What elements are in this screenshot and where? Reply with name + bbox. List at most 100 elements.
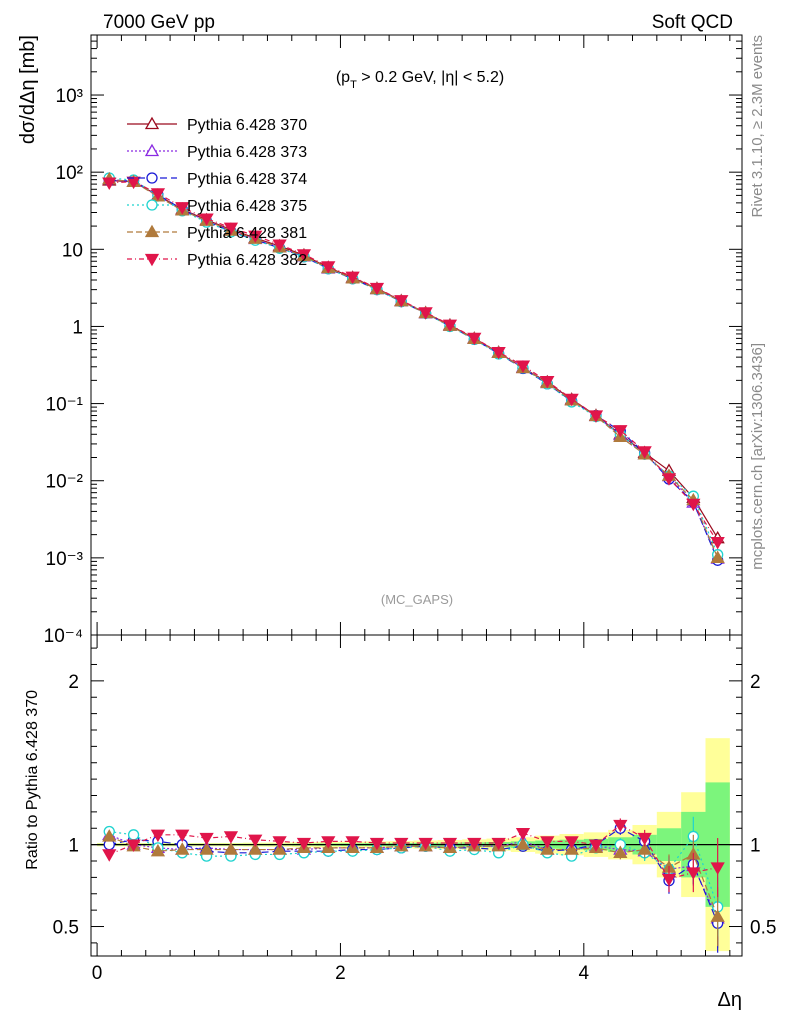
ratio-y-tick-label-right: 1 bbox=[750, 836, 761, 857]
data-point-382 bbox=[296, 249, 312, 262]
y-tick-label: 10³ bbox=[56, 86, 83, 107]
data-point-382 bbox=[588, 410, 604, 423]
main-y-label: dσ/dΔη [mb] bbox=[17, 35, 39, 144]
ratio-point-382 bbox=[150, 829, 166, 843]
legend-label-375: Pythia 6.428 375 bbox=[187, 198, 307, 215]
y-tick-label: 1 bbox=[72, 317, 83, 338]
legend-marker-382 bbox=[144, 253, 160, 267]
ratio-ticks: 0.5 0.5 1 1 2 2 0 2 4 bbox=[53, 635, 776, 984]
data-point-382 bbox=[613, 425, 628, 438]
main-panel: 10⁻⁴ 10⁻³ 10⁻² 10⁻¹ 1 10 10² 10³ (pT > 0.2 GeV,… bbox=[17, 34, 743, 647]
data-point-382 bbox=[345, 271, 360, 285]
x-tick-label: 0 bbox=[92, 963, 103, 984]
ratio-series bbox=[102, 816, 725, 953]
ratio-point-375 bbox=[127, 829, 140, 841]
data-point-382 bbox=[442, 319, 458, 333]
ratio-point-382 bbox=[540, 836, 555, 849]
ratio-y-tick-label: 1 bbox=[68, 836, 79, 857]
ratio-point-382 bbox=[345, 836, 360, 849]
ratio-point-381 bbox=[540, 842, 555, 855]
ratio-point-382 bbox=[588, 839, 604, 852]
data-point-382 bbox=[126, 176, 141, 190]
ratio-point-382 bbox=[296, 837, 312, 851]
data-point-382 bbox=[564, 393, 579, 407]
ratio-point-381 bbox=[223, 842, 239, 855]
ratio-point-382 bbox=[564, 836, 579, 849]
data-point-382 bbox=[540, 376, 555, 389]
ratio-point-382 bbox=[442, 837, 458, 851]
y-tick-label: 10⁻² bbox=[46, 472, 84, 493]
data-point-382 bbox=[467, 332, 482, 346]
x-tick-label: 4 bbox=[579, 963, 590, 984]
ratio-point-382 bbox=[637, 832, 652, 846]
y-tick-label: 10⁻³ bbox=[46, 549, 84, 570]
data-point-382 bbox=[710, 536, 725, 550]
data-point-382 bbox=[248, 230, 263, 244]
ratio-y-label: Ratio to Pythia 6.428 370 bbox=[24, 690, 41, 870]
x-axis-label: Δη bbox=[718, 989, 742, 1011]
ratio-y-tick-label-right: 2 bbox=[750, 672, 761, 693]
ratio-frame bbox=[90, 634, 743, 957]
data-point-382 bbox=[102, 177, 117, 191]
ratio-point-382 bbox=[661, 873, 677, 887]
ratio-point-382 bbox=[394, 837, 409, 851]
data-point-382 bbox=[515, 360, 531, 373]
ratio-point-382 bbox=[102, 849, 117, 862]
legend-label-373: Pythia 6.428 373 bbox=[187, 144, 307, 161]
data-point-382 bbox=[223, 222, 239, 236]
ratio-point-381 bbox=[637, 842, 652, 855]
data-point-382 bbox=[199, 213, 214, 226]
ratio-point-381 bbox=[248, 842, 263, 855]
ratio-point-382 bbox=[467, 837, 482, 851]
data-point-382 bbox=[175, 202, 190, 215]
ratio-point-382 bbox=[613, 819, 628, 833]
legend-label-370: Pythia 6.428 370 bbox=[187, 117, 307, 134]
ratio-point-381 bbox=[199, 842, 214, 855]
ratio-point-382 bbox=[175, 829, 190, 843]
data-point-381 bbox=[710, 550, 725, 564]
ratio-point-382 bbox=[248, 834, 263, 848]
y-tick-label: 10⁻⁴ bbox=[44, 626, 83, 647]
ratio-point-382 bbox=[686, 867, 701, 880]
legend-marker-381 bbox=[144, 224, 160, 238]
ratio-point-381 bbox=[564, 842, 579, 855]
rivet-label: Rivet 3.1.10, ≥ 2.3M events bbox=[749, 35, 766, 218]
x-tick-label: 2 bbox=[335, 963, 346, 984]
legend-marker-375 bbox=[146, 199, 158, 211]
ratio-point-382 bbox=[272, 836, 287, 849]
legend-marker-370 bbox=[144, 116, 160, 130]
header-right: Soft QCD bbox=[652, 12, 733, 33]
ratio-y-tick-label: 0.5 bbox=[53, 918, 79, 939]
legend-marker-373 bbox=[144, 143, 160, 157]
y-tick-label: 10 bbox=[62, 240, 83, 261]
data-point-382 bbox=[686, 498, 701, 512]
ratio-point-381 bbox=[102, 829, 117, 842]
ratio-point-381 bbox=[175, 842, 190, 855]
ratio-point-381 bbox=[272, 842, 287, 855]
ratio-point-381 bbox=[613, 845, 628, 858]
ratio-panel: 0.5 0.51 12 20 2 4 Ratio to Pythia 6.428 370 … bbox=[24, 634, 776, 1011]
header-left: 7000 GeV pp bbox=[103, 12, 215, 33]
ratio-point-382 bbox=[418, 837, 433, 851]
ratio-y-tick-label-right: 0.5 bbox=[750, 918, 776, 939]
data-point-382 bbox=[661, 473, 677, 486]
legend-marker-374 bbox=[146, 172, 158, 184]
legend-label-382: Pythia 6.428 382 bbox=[187, 252, 307, 269]
data-point-382 bbox=[369, 282, 385, 296]
data-point-382 bbox=[418, 307, 433, 320]
ratio-point-382 bbox=[223, 831, 239, 844]
cuts-annotation: (pT > 0.2 GeV, |η| < 5.2) bbox=[336, 69, 504, 91]
ratio-point-382 bbox=[321, 836, 336, 849]
data-point-382 bbox=[394, 295, 409, 308]
ratio-line-382 bbox=[109, 824, 718, 880]
source-label: mcplots.cern.ch [arXiv:1306.3436] bbox=[749, 343, 766, 570]
ratio-point-382 bbox=[710, 862, 725, 875]
ratio-point-382 bbox=[369, 837, 385, 851]
ratio-point-381 bbox=[710, 909, 725, 922]
main-series bbox=[102, 171, 725, 566]
series-382 bbox=[102, 176, 725, 550]
ratio-point-382 bbox=[515, 828, 531, 841]
ratio-point-381 bbox=[150, 843, 166, 857]
main-ticks: 10⁻⁴ 10⁻³ 10⁻² 10⁻¹ 1 10 10² 10³ bbox=[44, 34, 742, 647]
